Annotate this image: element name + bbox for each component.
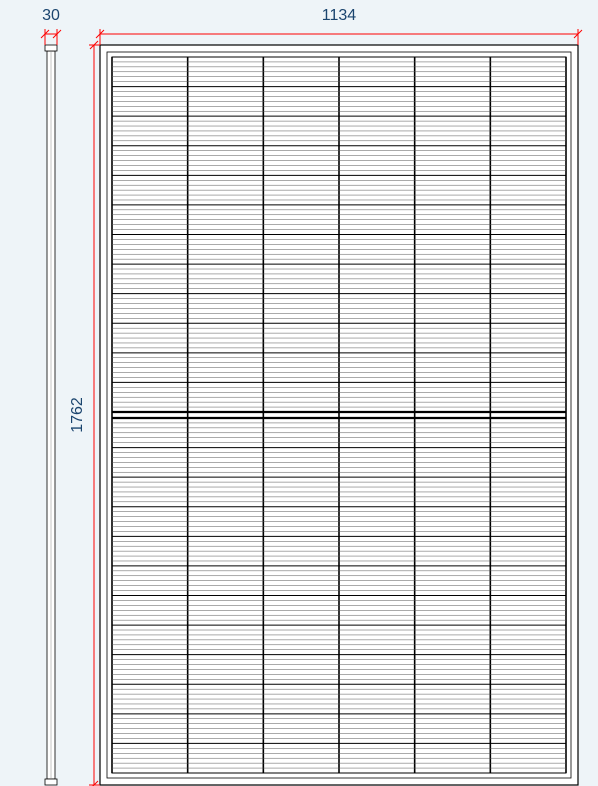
- height-dimension-label: 1762: [69, 397, 86, 433]
- solar-panel-diagram: 1134 1762 30: [0, 0, 598, 786]
- front-panel-view: [100, 45, 578, 785]
- side-profile-view: [45, 45, 57, 785]
- width-dimension-label: 1134: [322, 7, 357, 24]
- depth-dimension-label: 30: [42, 7, 60, 24]
